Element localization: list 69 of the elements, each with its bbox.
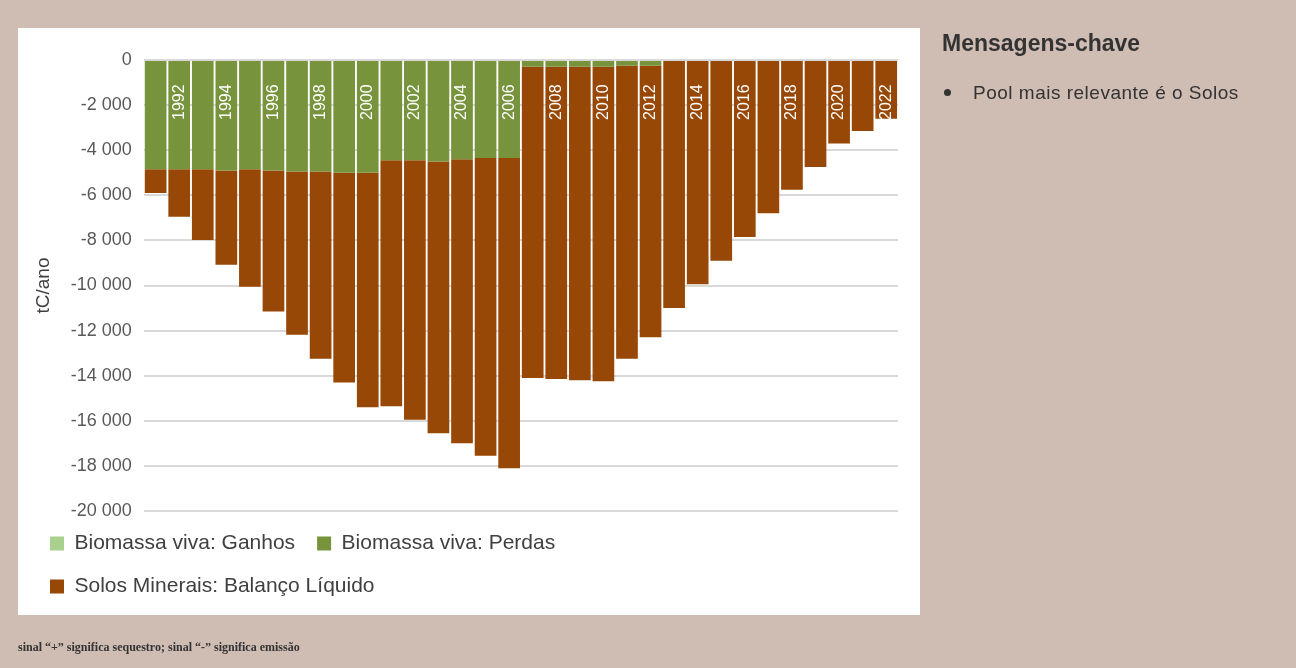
bar bbox=[239, 169, 261, 287]
y-tick-label: -8 000 bbox=[80, 229, 132, 250]
y-tick-label: -20 000 bbox=[70, 499, 132, 520]
x-tick-label: 1994 bbox=[216, 84, 234, 120]
bar bbox=[639, 61, 662, 66]
x-tick-label: 2006 bbox=[499, 84, 517, 120]
bar bbox=[451, 61, 473, 160]
bar bbox=[592, 61, 615, 67]
bar bbox=[239, 61, 261, 170]
y-tick-label: -4 000 bbox=[80, 139, 132, 160]
bar bbox=[262, 170, 285, 312]
bar bbox=[168, 61, 191, 170]
bar bbox=[569, 66, 591, 381]
bar bbox=[781, 61, 803, 190]
bar bbox=[333, 172, 356, 383]
bar bbox=[474, 158, 497, 456]
x-tick-label: 2018 bbox=[782, 84, 800, 120]
x-tick-label: 2020 bbox=[829, 84, 847, 120]
bar bbox=[663, 61, 685, 309]
bar bbox=[757, 61, 780, 214]
y-tick-label: -18 000 bbox=[70, 454, 132, 475]
text: Mensagens-chave bbox=[942, 30, 1142, 57]
x-tick-label: 1992 bbox=[169, 84, 187, 120]
x-tick-label: 2022 bbox=[876, 84, 894, 120]
y-tick-label: -16 000 bbox=[70, 409, 132, 430]
y-tick-label: -12 000 bbox=[70, 319, 132, 340]
x-tick-label: 1996 bbox=[263, 84, 281, 120]
bar bbox=[144, 169, 167, 194]
bar bbox=[168, 169, 191, 217]
bar bbox=[333, 61, 356, 173]
bar bbox=[427, 161, 450, 434]
bar bbox=[804, 61, 827, 168]
bar bbox=[616, 61, 638, 66]
y-tick-label: -6 000 bbox=[80, 184, 132, 205]
bar bbox=[404, 61, 426, 161]
x-tick-label: 2012 bbox=[640, 84, 658, 120]
bar bbox=[404, 160, 426, 420]
bar bbox=[427, 61, 450, 162]
x-tick-label: 1998 bbox=[311, 84, 329, 120]
bar bbox=[451, 159, 473, 444]
x-tick-label: 2010 bbox=[593, 84, 611, 120]
legend-label: Biomassa viva: Ganhos bbox=[74, 530, 296, 554]
legend-label: Biomassa viva: Perdas bbox=[341, 530, 556, 554]
bar bbox=[733, 61, 756, 238]
y-tick-label: -14 000 bbox=[70, 364, 132, 385]
bar bbox=[851, 61, 874, 132]
y-tick-label: -2 000 bbox=[80, 94, 132, 115]
y-axis-title: tC/ano bbox=[31, 257, 53, 314]
y-tick-label: -10 000 bbox=[70, 274, 132, 295]
bar bbox=[474, 61, 497, 159]
bar bbox=[592, 66, 615, 382]
text: Pool mais relevante é o Solos bbox=[972, 81, 1240, 105]
x-tick-label: 2002 bbox=[405, 84, 423, 120]
text: sinal “+” significa sequestro; sinal “-” significa emissão bbox=[18, 640, 300, 655]
bar bbox=[498, 158, 520, 469]
x-tick-label: 2004 bbox=[452, 84, 470, 120]
bar bbox=[616, 65, 638, 359]
legend-label: Solos Minerais: Balanço Líquido bbox=[74, 573, 375, 597]
x-tick-label: 2000 bbox=[358, 84, 376, 120]
x-tick-label: 2014 bbox=[688, 84, 706, 120]
y-tick-label: 0 bbox=[121, 48, 132, 69]
bar bbox=[286, 61, 308, 172]
bar bbox=[309, 171, 332, 359]
bar bbox=[569, 61, 591, 67]
bar bbox=[639, 65, 662, 338]
x-tick-label: 2016 bbox=[735, 84, 753, 120]
bar bbox=[144, 61, 167, 170]
bar bbox=[286, 171, 308, 335]
x-tick-label: 2008 bbox=[546, 84, 564, 120]
